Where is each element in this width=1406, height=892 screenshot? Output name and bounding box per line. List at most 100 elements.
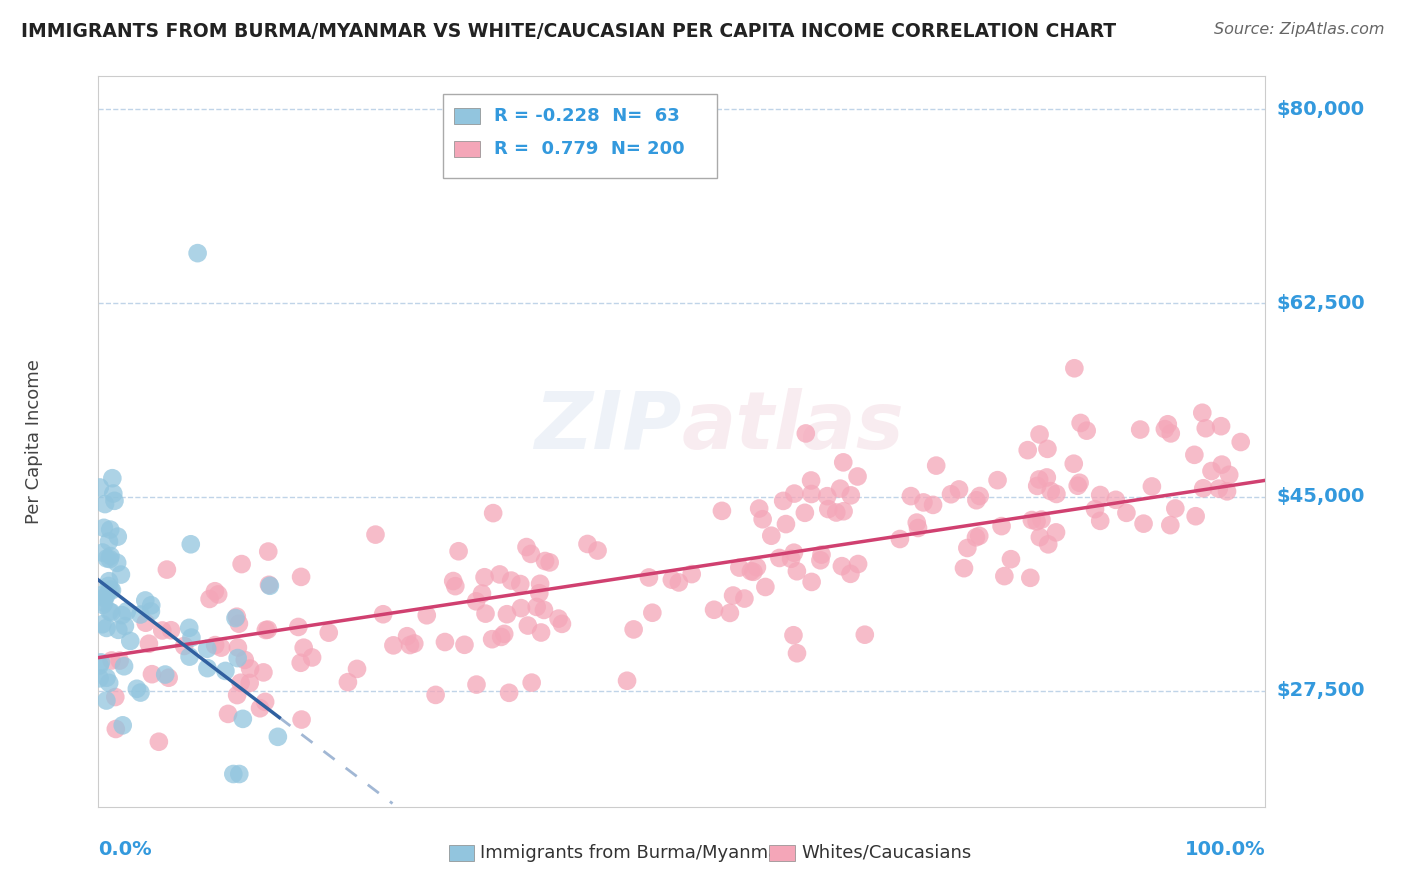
Point xyxy=(965,493,987,508)
Point xyxy=(104,722,127,736)
Point xyxy=(1036,442,1059,456)
Point xyxy=(1229,435,1251,450)
Point xyxy=(969,489,991,503)
Point xyxy=(740,564,762,578)
Point xyxy=(139,604,162,618)
Point xyxy=(197,661,219,675)
Text: ZIP: ZIP xyxy=(534,388,682,466)
Point xyxy=(482,506,505,520)
Point xyxy=(912,495,935,509)
Point xyxy=(839,566,862,581)
Point xyxy=(173,639,195,653)
Point xyxy=(404,636,426,650)
Point xyxy=(267,730,290,744)
Point xyxy=(783,546,806,560)
Point xyxy=(1209,419,1232,434)
Text: 100.0%: 100.0% xyxy=(1185,840,1265,859)
Text: R =  0.779  N= 200: R = 0.779 N= 200 xyxy=(494,140,685,158)
Point xyxy=(453,638,475,652)
Point xyxy=(96,551,118,566)
Point xyxy=(681,567,703,582)
Point xyxy=(520,547,543,561)
Point xyxy=(1017,443,1039,458)
Point xyxy=(889,532,911,546)
Point xyxy=(465,677,488,691)
Point xyxy=(990,519,1012,533)
Point xyxy=(853,628,876,642)
Point xyxy=(111,608,134,623)
Point xyxy=(98,552,121,566)
Point xyxy=(846,469,869,483)
Point xyxy=(534,554,557,568)
Point xyxy=(93,596,115,610)
Point xyxy=(135,615,157,630)
Point xyxy=(141,667,163,681)
Point xyxy=(1208,482,1230,496)
Point xyxy=(150,624,173,638)
Point xyxy=(489,630,512,644)
Point xyxy=(1164,501,1187,516)
Point xyxy=(101,471,124,485)
Point xyxy=(229,675,252,690)
Point xyxy=(623,623,645,637)
Point xyxy=(496,607,519,622)
Point xyxy=(754,580,776,594)
Point xyxy=(222,767,245,781)
Point xyxy=(346,662,368,676)
Point xyxy=(1184,509,1206,524)
Point xyxy=(1140,479,1163,493)
Point xyxy=(661,573,683,587)
Point xyxy=(1045,487,1067,501)
Point xyxy=(257,544,280,558)
Point xyxy=(905,516,928,530)
Point xyxy=(226,640,249,655)
Point xyxy=(301,650,323,665)
Point xyxy=(474,607,496,621)
Point xyxy=(96,693,118,707)
Point xyxy=(104,690,127,704)
Point xyxy=(668,575,690,590)
Point xyxy=(775,517,797,532)
Bar xyxy=(454,108,479,124)
Point xyxy=(179,649,201,664)
Point xyxy=(364,527,387,541)
Point xyxy=(721,589,744,603)
Point xyxy=(207,587,229,601)
Point xyxy=(98,676,121,690)
Text: atlas: atlas xyxy=(682,388,904,466)
Point xyxy=(831,559,853,574)
Point xyxy=(956,541,979,555)
Point xyxy=(1069,475,1091,490)
Point xyxy=(1036,470,1059,484)
Point xyxy=(232,712,254,726)
Point xyxy=(1076,424,1098,438)
Point xyxy=(501,574,523,588)
Point xyxy=(399,638,422,652)
Point xyxy=(1153,422,1175,436)
Point xyxy=(786,646,808,660)
Point xyxy=(815,489,838,503)
Point xyxy=(292,640,315,655)
Point xyxy=(1191,406,1213,420)
Point xyxy=(793,506,815,520)
Point xyxy=(252,665,274,680)
Point xyxy=(481,632,503,647)
Text: IMMIGRANTS FROM BURMA/MYANMAR VS WHITE/CAUCASIAN PER CAPITA INCOME CORRELATION C: IMMIGRANTS FROM BURMA/MYANMAR VS WHITE/C… xyxy=(21,22,1116,41)
Point xyxy=(1115,506,1137,520)
Point xyxy=(939,487,962,501)
Point xyxy=(416,608,439,623)
Point xyxy=(965,530,987,544)
Point xyxy=(98,534,121,549)
Point xyxy=(948,483,970,497)
Point xyxy=(382,639,405,653)
Point xyxy=(1132,516,1154,531)
Point xyxy=(103,493,125,508)
Point xyxy=(231,557,253,571)
Point xyxy=(290,713,312,727)
Point xyxy=(530,625,553,640)
Point xyxy=(586,543,609,558)
Point xyxy=(198,591,221,606)
Point xyxy=(1090,488,1112,502)
Text: Source: ZipAtlas.com: Source: ZipAtlas.com xyxy=(1215,22,1385,37)
Point xyxy=(1045,525,1067,540)
